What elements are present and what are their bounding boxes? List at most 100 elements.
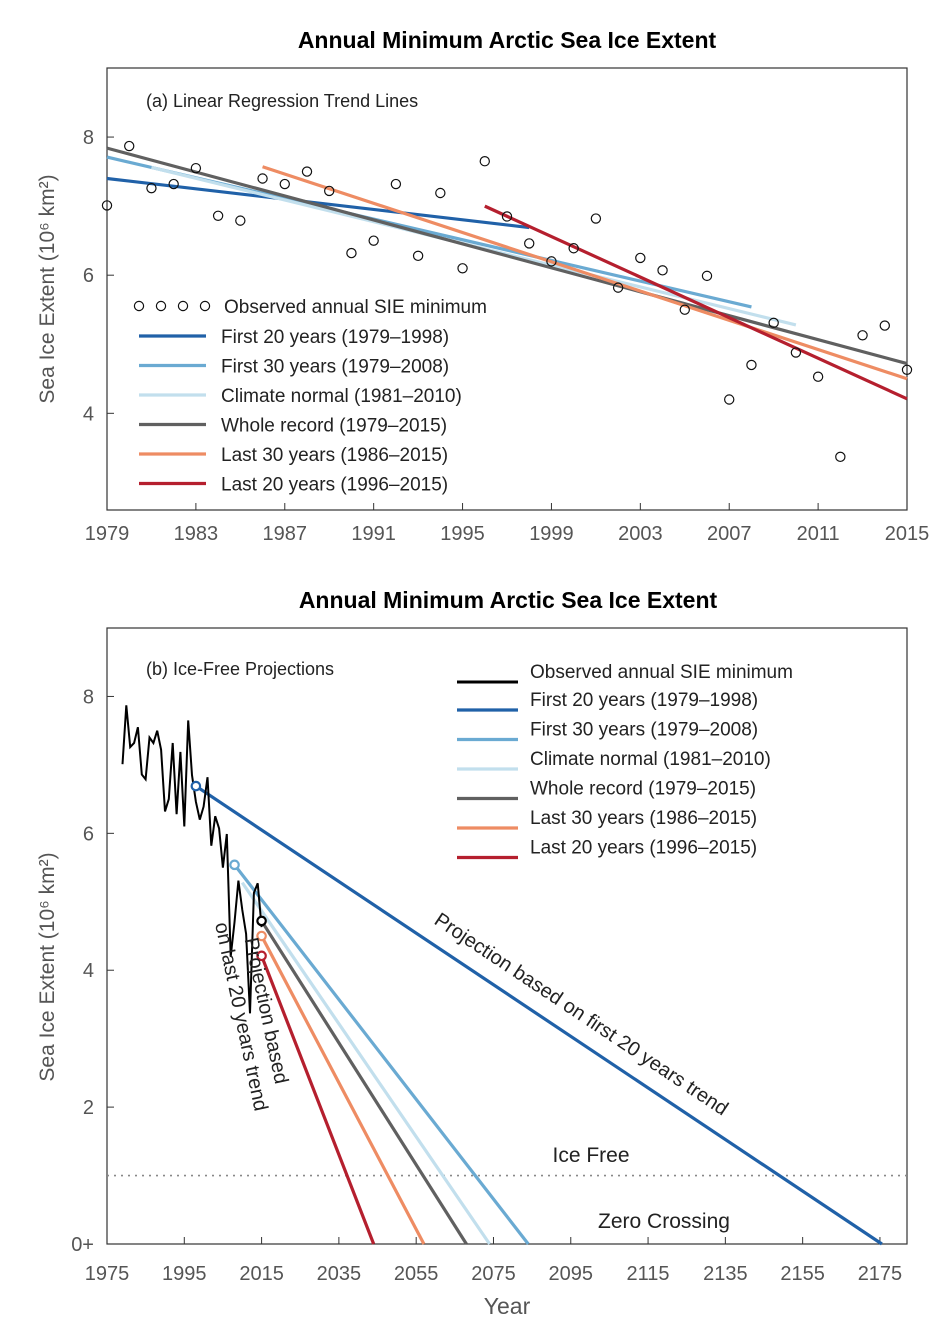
observed-point: [301, 166, 313, 177]
observed-point: [346, 247, 357, 259]
x-tick-label: 2035: [317, 1263, 362, 1285]
x-tick-label: 2135: [703, 1263, 748, 1285]
observed-point: [124, 140, 135, 152]
panel-b-plot-area: [106, 627, 908, 1245]
observed-point: [101, 200, 113, 211]
x-tick-label: 1995: [162, 1263, 207, 1285]
projection-start-marker-series-6: [256, 950, 267, 962]
panel-b-observed-line: [121, 705, 263, 1014]
observed-point: [168, 178, 179, 190]
observed-point: [146, 182, 157, 194]
panel-b: Annual Minimum Arctic Sea Ice Extent (b)…: [36, 587, 908, 1319]
projection-line-series-1: [195, 784, 883, 1246]
observed-point: [324, 185, 335, 197]
x-tick-label: 1995: [440, 523, 485, 545]
panel-b-subtitle: (b) Ice-Free Projections: [146, 659, 334, 679]
observed-point: [524, 238, 535, 249]
observed-point: [790, 347, 802, 358]
y-tick-label: 8: [83, 127, 94, 149]
observed-point: [257, 173, 268, 184]
y-tick-label: 8: [83, 686, 94, 708]
projection-line-series-5: [260, 935, 426, 1245]
observed-point: [901, 364, 913, 376]
y-tick-label: 0+: [71, 1234, 94, 1256]
legend-label-series-2: First 30 years (1979–2008): [221, 357, 449, 378]
x-tick-label: 2055: [394, 1263, 439, 1285]
legend-marker-observed: [177, 300, 189, 312]
legend-label-series-3: Climate normal (1981–2010): [221, 386, 462, 407]
observed-point: [368, 235, 379, 246]
x-tick-label: 2015: [885, 523, 930, 545]
observed-point: [612, 282, 624, 293]
panel-b-legend: Observed annual SIE minimum First 20 year…: [457, 662, 793, 860]
projection-start-marker-series-1: [190, 780, 202, 792]
panel-a-title: Annual Minimum Arctic Sea Ice Extent: [298, 27, 717, 53]
panel-a-x-ticks: 1979 1983 1987 1991 1995 1999 2003 2007 2011 2015: [85, 503, 930, 545]
legend-label-series-1: First 20 years (1979–1998): [221, 327, 449, 348]
ice-free-label: Ice Free: [552, 1144, 629, 1167]
panel-a-subtitle: (a) Linear Regression Trend Lines: [146, 91, 418, 111]
observed-point: [657, 265, 668, 276]
observed-point: [212, 210, 224, 221]
observed-point: [701, 270, 713, 282]
x-tick-label: 2155: [780, 1263, 825, 1285]
projection-line-series-3: [240, 881, 491, 1245]
y-tick-label: 6: [83, 823, 94, 845]
panel-b-y-axis-label: Sea Ice Extent (10⁶ km²): [36, 852, 59, 1081]
legend-label-series-3: Climate normal (1981–2010): [530, 749, 771, 770]
x-tick-label: 2003: [618, 523, 663, 545]
observed-point: [568, 243, 579, 254]
panel-a-y-ticks: 4 6 8: [83, 127, 114, 425]
projection-line-series-2: [233, 863, 530, 1245]
panel-b-start-markers: [190, 780, 267, 962]
x-tick-label: 1987: [263, 523, 308, 545]
legend-label-series-6: Last 20 years (1996–2015): [530, 838, 757, 859]
legend-marker-observed: [133, 300, 145, 312]
observed-point: [590, 213, 602, 224]
x-tick-label: 1983: [174, 523, 219, 545]
observed-point: [412, 250, 424, 262]
x-tick-label: 1991: [351, 523, 396, 545]
x-tick-label: 2007: [707, 523, 752, 545]
observed-point: [546, 256, 557, 267]
x-tick-label: 1979: [85, 523, 130, 545]
legend-label-series-4: Whole record (1979–2015): [530, 779, 756, 800]
panel-b-x-axis-label: Year: [484, 1293, 531, 1319]
legend-label-observed: Observed annual SIE minimum: [530, 662, 793, 683]
zero-crossing-label: Zero Crossing: [598, 1210, 730, 1233]
trend-line-series-6: [484, 204, 908, 401]
observed-point: [724, 394, 735, 405]
observed-point: [879, 320, 890, 331]
panel-b-x-ticks: 1975 1995 2015 2035 2055 2075 2095 2115 2135 2155…: [85, 1237, 902, 1285]
observed-point: [235, 215, 246, 226]
panel-a-y-axis-label: Sea Ice Extent (10⁶ km²): [36, 174, 59, 403]
legend-label-series-6: Last 20 years (1996–2015): [221, 475, 448, 496]
projection-line-series-4: [260, 920, 468, 1245]
legend-marker-observed: [155, 300, 167, 312]
observed-point: [746, 359, 757, 371]
y-tick-label: 2: [83, 1097, 94, 1119]
observed-point: [679, 304, 690, 315]
panel-a-plot-area: [106, 67, 908, 511]
panel-b-y-ticks: 0+ 2 4 6 8: [71, 686, 114, 1256]
observed-point: [457, 263, 468, 274]
projection-line-series-6: [260, 955, 376, 1245]
legend-label-observed: Observed annual SIE minimum: [224, 297, 487, 318]
observed-point: [390, 178, 402, 190]
x-tick-label: 2115: [627, 1263, 670, 1285]
observed-point: [501, 211, 513, 222]
legend-label-series-1: First 20 years (1979–1998): [530, 690, 758, 711]
y-tick-label: 6: [83, 265, 94, 287]
legend-label-series-2: First 30 years (1979–2008): [530, 720, 758, 741]
panel-b-title: Annual Minimum Arctic Sea Ice Extent: [299, 587, 718, 613]
observed-point: [812, 371, 824, 382]
observed-point: [635, 252, 646, 264]
legend-marker-observed: [199, 300, 211, 312]
legend-label-series-5: Last 30 years (1986–2015): [530, 808, 757, 829]
x-tick-label: 2175: [858, 1263, 903, 1285]
panel-b-projection-lines: [195, 784, 883, 1246]
y-tick-label: 4: [83, 403, 94, 425]
x-tick-label: 2011: [797, 523, 840, 545]
projection-start-marker-series-5: [256, 930, 267, 942]
observed-point: [835, 451, 846, 463]
